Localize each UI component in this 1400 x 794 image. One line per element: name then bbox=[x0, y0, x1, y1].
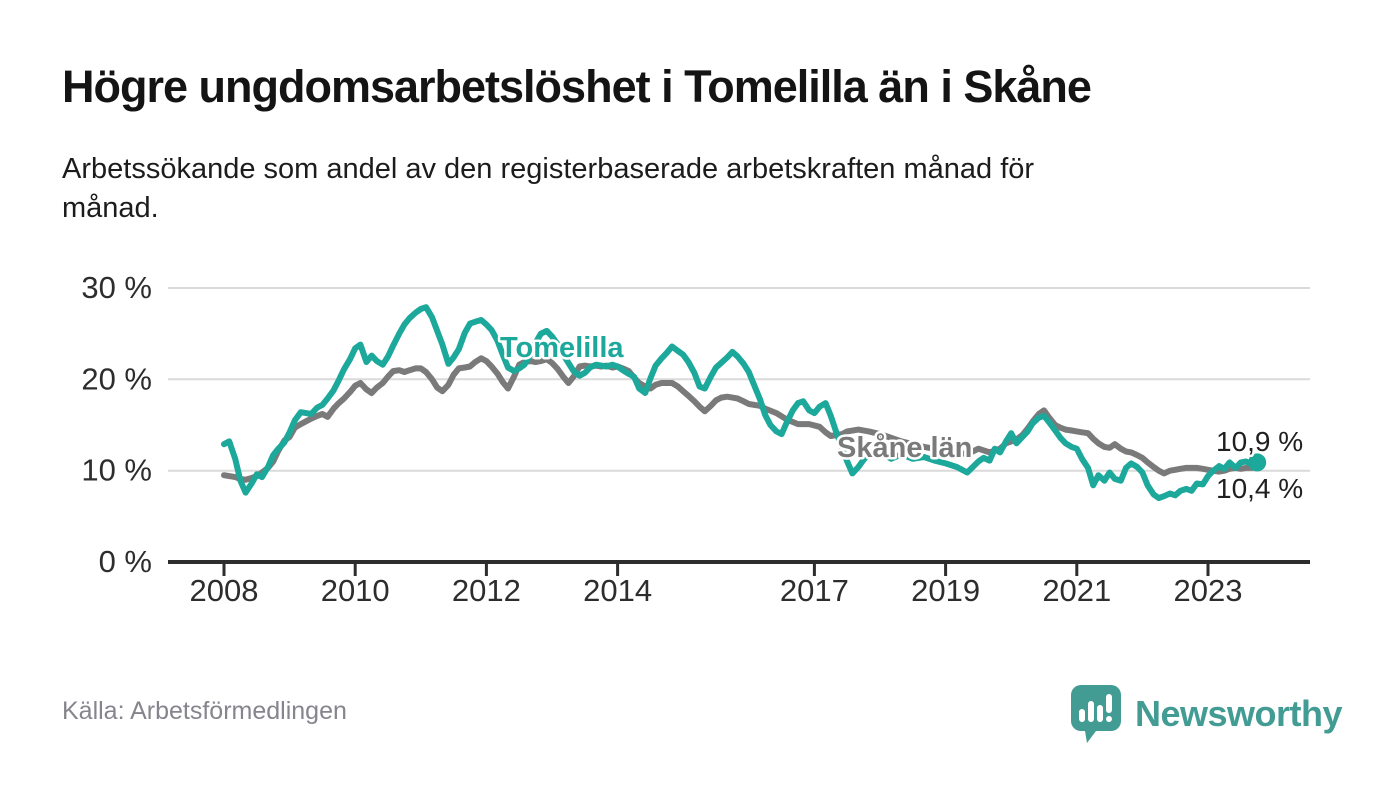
x-tick-label: 2014 bbox=[583, 573, 652, 608]
logo-bar-tall bbox=[1087, 701, 1094, 722]
x-tick-label: 2021 bbox=[1042, 573, 1111, 608]
subtitle-line-1: Arbetssökande som andel av den registerb… bbox=[62, 153, 1035, 185]
tomelilla-line bbox=[221, 304, 1261, 502]
newsworthy-logo-text: Newsworthy bbox=[1134, 693, 1343, 734]
source-caption: Källa: Arbetsförmedlingen bbox=[62, 697, 347, 725]
y-tick-label: 0 % bbox=[99, 544, 152, 579]
tomelilla-series-label: Tomelilla bbox=[500, 332, 624, 364]
skane-series-label: Skåne län bbox=[837, 432, 972, 464]
labels-layer: Tomelilla Skåne län 10,9 % 10,4 % bbox=[498, 330, 1306, 507]
x-tick-label: 2012 bbox=[452, 573, 521, 608]
x-tick-label: 2019 bbox=[911, 573, 980, 608]
newsworthy-logo: Newsworthy bbox=[1070, 684, 1343, 744]
axes-layer: 0 % 10 % 20 % 30 % 2008 2010 2012 2014 2017 2019 2… bbox=[81, 270, 1310, 608]
logo-bar-medium bbox=[1096, 705, 1103, 722]
chart-subtitle: Arbetssökande som andel av den registerb… bbox=[62, 150, 1322, 229]
series-layer bbox=[221, 304, 1267, 502]
x-tick-label: 2023 bbox=[1174, 573, 1243, 608]
sk-ne-l-n-line bbox=[221, 355, 1261, 483]
page-title: Högre ungdomsarbetslöshet i Tomelilla än… bbox=[62, 61, 1092, 112]
y-tick-label: 10 % bbox=[81, 453, 152, 488]
y-tick-label: 30 % bbox=[81, 270, 152, 305]
newsworthy-logo-icon bbox=[1070, 685, 1121, 743]
skane-end-value-label: 10,4 % bbox=[1216, 473, 1303, 504]
logo-exclamation-bar bbox=[1105, 694, 1112, 713]
x-tick-label: 2008 bbox=[190, 573, 259, 608]
x-tick-label: 2010 bbox=[321, 573, 390, 608]
x-tick-label: 2017 bbox=[780, 573, 849, 608]
tomelilla-end-value-label: 10,9 % bbox=[1216, 426, 1303, 457]
y-tick-label: 20 % bbox=[81, 361, 152, 396]
tomelilla-endpoint-dot bbox=[1248, 453, 1267, 472]
subtitle-line-2: månad. bbox=[62, 192, 159, 225]
logo-bar-small bbox=[1078, 709, 1085, 722]
logo-exclamation-dot bbox=[1105, 716, 1112, 722]
grid-layer bbox=[168, 287, 1310, 472]
